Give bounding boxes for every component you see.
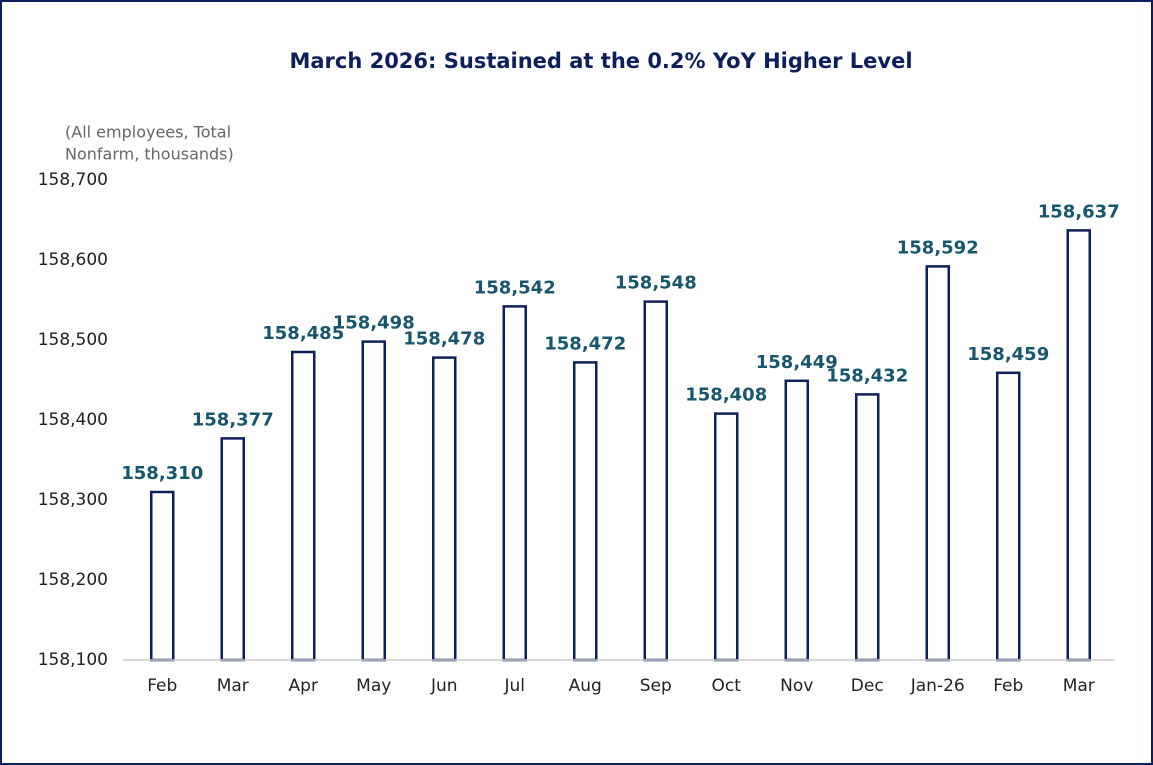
bar	[784, 379, 809, 662]
y-tick-label: 158,600	[38, 250, 108, 270]
value-label: 158,449	[756, 352, 838, 373]
x-tick-label: Jun	[430, 676, 458, 696]
x-tick-label: Feb	[993, 676, 1023, 696]
x-tick-label: Jul	[503, 676, 525, 696]
x-tick-label: Mar	[1063, 676, 1095, 696]
bar	[1066, 229, 1091, 662]
y-tick-label: 158,400	[38, 410, 108, 430]
bar	[150, 490, 175, 662]
x-tick-label: Mar	[217, 676, 249, 696]
y-axis-label: Nonfarm, thousands)	[65, 145, 234, 164]
bar	[432, 356, 457, 662]
value-label: 158,432	[826, 365, 908, 386]
bar	[996, 371, 1021, 662]
value-label: 158,498	[333, 313, 415, 334]
value-label: 158,472	[544, 333, 626, 354]
value-label: 158,485	[262, 323, 344, 344]
bar	[855, 393, 880, 662]
y-tick-label: 158,200	[38, 570, 108, 590]
x-tick-label: Apr	[289, 676, 318, 696]
bar	[925, 265, 950, 662]
value-label: 158,408	[685, 385, 767, 406]
value-label: 158,459	[967, 344, 1049, 365]
y-tick-label: 158,700	[38, 170, 108, 190]
value-label: 158,548	[615, 273, 697, 294]
x-tick-label: May	[356, 676, 391, 696]
x-tick-label: Aug	[569, 676, 602, 696]
bar	[291, 350, 316, 662]
value-label: 158,542	[474, 277, 556, 298]
x-tick-label: Dec	[851, 676, 884, 696]
x-tick-label: Nov	[780, 676, 813, 696]
bar	[714, 412, 739, 662]
value-label: 158,377	[192, 409, 274, 430]
y-tick-label: 158,300	[38, 490, 108, 510]
value-label: 158,310	[121, 463, 203, 484]
x-tick-label: Jan-26	[910, 676, 965, 696]
y-axis-label: (All employees, Total	[65, 123, 231, 142]
bar	[643, 300, 668, 662]
value-label: 158,637	[1038, 201, 1120, 222]
bar	[573, 361, 598, 662]
x-tick-label: Sep	[640, 676, 672, 696]
y-tick-label: 158,100	[38, 650, 108, 670]
bar	[361, 340, 386, 662]
chart-title: March 2026: Sustained at the 0.2% YoY Hi…	[289, 49, 912, 73]
x-tick-label: Feb	[147, 676, 177, 696]
value-label: 158,478	[403, 329, 485, 350]
y-tick-label: 158,500	[38, 330, 108, 350]
value-label: 158,592	[897, 237, 979, 258]
bar	[220, 437, 245, 662]
bar	[502, 305, 527, 662]
x-tick-label: Oct	[712, 676, 742, 696]
